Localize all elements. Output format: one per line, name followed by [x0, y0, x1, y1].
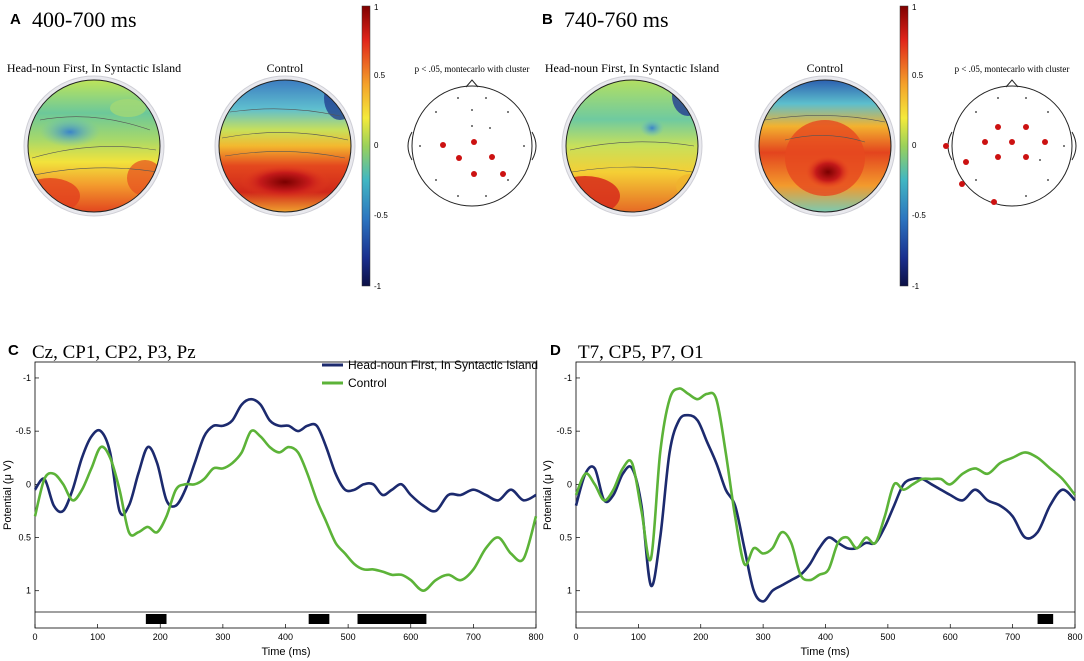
significance-interval [145, 614, 167, 624]
series-line-2 [33, 429, 538, 592]
y-ticks-c: -1 -0.5 0 0.5 1 [15, 373, 39, 596]
time-range-a: 400-700 ms [32, 7, 137, 32]
colorbar-a-tick-neg1: -1 [374, 282, 382, 291]
map-title-b1: Head-noun First, In Syntactic Island [545, 61, 719, 75]
colorbar-a-tick-0.5: 0.5 [374, 71, 386, 80]
colorbar-a: 1 0.5 0 -0.5 -1 [361, 3, 388, 291]
stat-head-a-electrodes [419, 97, 525, 197]
colorbar-a-tick-1: 1 [374, 3, 379, 12]
x-tick-label: 700 [466, 632, 481, 642]
x-tick-label: 0 [573, 632, 578, 642]
x-tick-label: 400 [278, 632, 293, 642]
x-axis-label-d: Time (ms) [800, 646, 849, 658]
legend-c: Head-noun First, In Syntactic Island Con… [322, 358, 538, 390]
map-title-a1: Head-noun First, In Syntactic Island [7, 61, 181, 75]
y-tick-label: -0.5 [556, 426, 572, 436]
y-tick-label: -0.5 [15, 426, 31, 436]
map-title-b2: Control [807, 61, 844, 75]
series-lines-c [33, 397, 538, 592]
significance-interval [357, 614, 427, 624]
legend-label-series2: Control [348, 376, 387, 390]
panel-letter-d: D [550, 342, 561, 359]
series-line-2 [574, 387, 1077, 582]
x-tick-label: 500 [880, 632, 895, 642]
significance-interval [308, 614, 330, 624]
stat-head-a [407, 79, 537, 207]
stat-title-b: p < .05, montecarlo with cluster [955, 64, 1070, 74]
erp-title-d: T7, CP5, P7, O1 [578, 342, 704, 363]
y-tick-label: -1 [564, 373, 572, 383]
topomap-a-control [214, 75, 356, 217]
colorbar-b: 1 0.5 0 -0.5 -1 [899, 3, 926, 291]
y-tick-label: 0.5 [559, 533, 572, 543]
stat-title-a: p < .05, montecarlo with cluster [415, 64, 530, 74]
x-tick-label: 200 [693, 632, 708, 642]
stat-head-a-significant-electrodes [440, 139, 506, 177]
erp-title-c: Cz, CP1, CP2, P3, Pz [32, 342, 196, 363]
series-line-1 [574, 413, 1076, 603]
x-tick-label: 300 [756, 632, 771, 642]
x-tick-label: 600 [943, 632, 958, 642]
significance-bar-c [35, 611, 536, 624]
plot-frame-d [575, 361, 1076, 629]
panel-a: A 400-700 ms Head-noun First, In Syntact… [7, 3, 537, 291]
y-tick-label: 0 [567, 479, 572, 489]
x-ticks-c: 0 100 200 300 400 500 600 700 800 [32, 624, 544, 642]
panel-letter-b: B [542, 11, 553, 28]
significance-bar-d [576, 611, 1075, 624]
colorbar-b-tick-neg0.5: -0.5 [912, 211, 926, 220]
x-tick-label: 500 [341, 632, 356, 642]
series-lines-d [574, 387, 1077, 603]
colorbar-b-tick-neg1: -1 [912, 282, 920, 291]
x-tick-label: 700 [1005, 632, 1020, 642]
significance-interval [1037, 614, 1054, 624]
colorbar-b-tick-0.5: 0.5 [912, 71, 924, 80]
legend-label-series1: Head-noun First, In Syntactic Island [348, 358, 538, 372]
y-tick-label: 1 [567, 586, 572, 596]
x-axis-label-c: Time (ms) [261, 646, 310, 658]
y-axis-label-d: Potential (μ V) [542, 460, 554, 530]
erp-chart-c: C Cz, CP1, CP2, P3, Pz -1 -0.5 0 0.5 1 0 100 2… [2, 342, 544, 658]
y-axis-label-c: Potential (μ V) [2, 460, 14, 530]
colorbar-a-tick-neg0.5: -0.5 [374, 211, 388, 220]
topomap-a-head-noun [23, 75, 165, 217]
erp-chart-d: D T7, CP5, P7, O1 -1 -0.5 0 0.5 1 0 100 200 300… [542, 342, 1083, 658]
x-tick-label: 0 [32, 632, 37, 642]
panel-letter-a: A [10, 11, 21, 28]
y-tick-label: 0.5 [18, 533, 31, 543]
y-tick-label: 1 [26, 586, 31, 596]
colorbar-b-tick-0: 0 [912, 141, 917, 150]
colorbar-a-tick-0: 0 [374, 141, 379, 150]
x-tick-label: 200 [153, 632, 168, 642]
x-tick-label: 800 [1067, 632, 1082, 642]
time-range-b: 740-760 ms [564, 7, 669, 32]
stat-head-b-significant-electrodes [943, 124, 1048, 205]
x-tick-label: 300 [215, 632, 230, 642]
x-tick-label: 400 [818, 632, 833, 642]
panel-b: B 740-760 ms Head-noun First, In Syntact… [542, 3, 1077, 291]
x-tick-label: 800 [528, 632, 543, 642]
x-tick-label: 100 [90, 632, 105, 642]
y-tick-label: -1 [23, 373, 31, 383]
stat-head-b-electrodes [975, 97, 1065, 197]
topomap-b-control [754, 75, 896, 217]
y-tick-label: 0 [26, 479, 31, 489]
topomap-b-head-noun [561, 75, 703, 217]
panel-letter-c: C [8, 342, 19, 359]
map-title-a2: Control [267, 61, 304, 75]
x-tick-label: 100 [631, 632, 646, 642]
stat-head-b [943, 79, 1077, 207]
y-ticks-d: -1 -0.5 0 0.5 1 [556, 373, 580, 596]
colorbar-b-tick-1: 1 [912, 3, 917, 12]
x-ticks-d: 0 100 200 300 400 500 600 700 800 [573, 624, 1083, 642]
x-tick-label: 600 [403, 632, 418, 642]
